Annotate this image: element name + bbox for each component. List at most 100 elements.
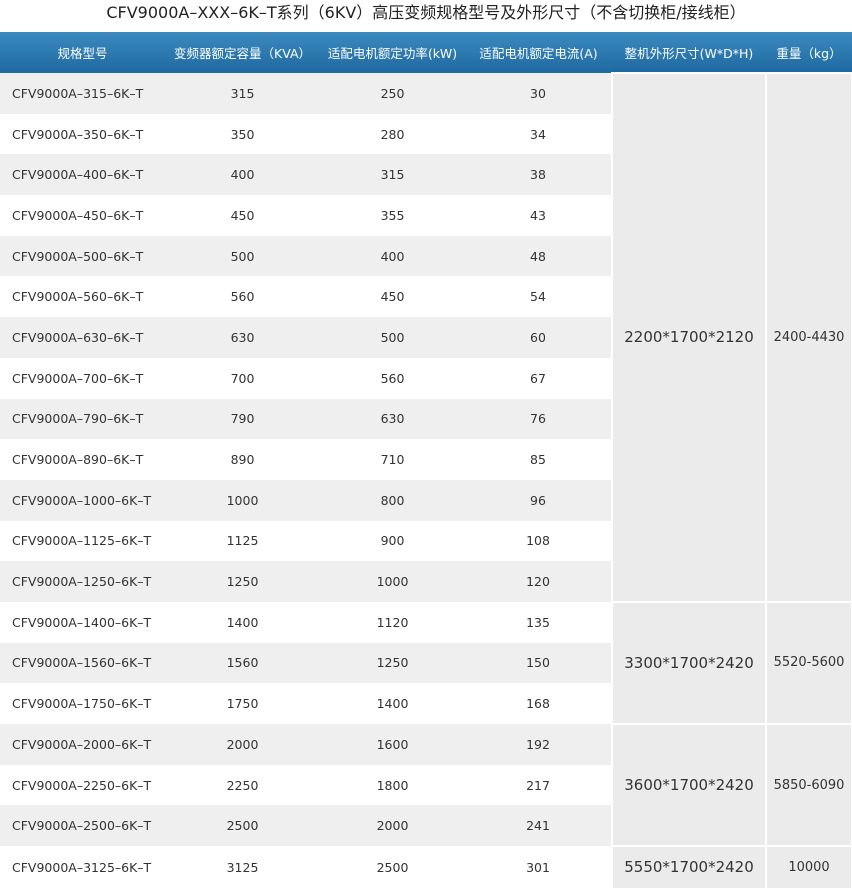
dimension-cell: 5550*1700*2420 <box>611 845 767 890</box>
value-cell: 2250 <box>165 764 320 806</box>
table-row: CFV9000A–315–6K–T 315 250 30 2200*1700*2120 2… <box>0 72 852 603</box>
model-cell: CFV9000A–315–6K–T <box>0 73 165 114</box>
table-row: CFV9000A–3125–6K–T 3125 2500 301 5550*1700*2… <box>0 845 852 890</box>
value-cell: 30 <box>465 73 612 114</box>
table-row: CFV9000A–700–6K–T 700 560 67 <box>0 357 852 399</box>
table-row: CFV9000A–1560–6K–T 1560 1250 150 <box>0 642 852 684</box>
value-cell: 150 <box>465 642 612 684</box>
value-cell: 1000 <box>320 561 465 602</box>
header-cell: 重量（kg） <box>766 32 852 73</box>
model-cell: CFV9000A–1400–6K–T <box>0 601 165 643</box>
value-cell: 450 <box>165 195 320 236</box>
model-cell: CFV9000A–2250–6K–T <box>0 764 165 806</box>
value-cell: 1250 <box>320 642 465 684</box>
value-cell: 280 <box>320 113 465 155</box>
header-cell: 适配电机额定电流(A) <box>465 32 612 73</box>
model-cell: CFV9000A–560–6K–T <box>0 276 165 318</box>
value-cell: 54 <box>465 276 612 318</box>
value-cell: 630 <box>320 398 465 440</box>
header-cell: 适配电机额定功率(kW) <box>320 32 465 73</box>
value-cell: 67 <box>465 357 612 399</box>
value-cell: 1750 <box>165 683 320 724</box>
value-cell: 2500 <box>165 805 320 847</box>
value-cell: 500 <box>165 235 320 277</box>
model-cell: CFV9000A–500–6K–T <box>0 235 165 277</box>
model-cell: CFV9000A–3125–6K–T <box>0 846 165 889</box>
header-cell: 规格型号 <box>0 32 165 73</box>
value-cell: 1400 <box>320 683 465 724</box>
value-cell: 560 <box>165 276 320 318</box>
value-cell: 217 <box>465 764 612 806</box>
table-row: CFV9000A–500–6K–T 500 400 48 <box>0 235 852 277</box>
title: CFV9000A–XXX–6K–T系列（6KV）高压变频规格型号及外形尺寸（不含… <box>106 3 746 22</box>
value-cell: 96 <box>465 479 612 521</box>
table-row: CFV9000A–790–6K–T 790 630 76 <box>0 398 852 440</box>
table-row: CFV9000A–400–6K–T 400 315 38 <box>0 154 852 196</box>
header-cell: 变频器额定容量（KVA） <box>165 32 320 73</box>
value-cell: 76 <box>465 398 612 440</box>
weight-cell: 10000 <box>765 845 852 890</box>
value-cell: 168 <box>465 683 612 724</box>
value-cell: 43 <box>465 195 612 236</box>
value-cell: 315 <box>320 154 465 196</box>
value-cell: 355 <box>320 195 465 236</box>
value-cell: 60 <box>465 317 612 358</box>
weight-cell: 5520-5600 <box>765 600 852 726</box>
spec-table: 规格型号 变频器额定容量（KVA） 适配电机额定功率(kW) 适配电机额定电流(A) 整… <box>0 32 852 890</box>
model-cell: CFV9000A–1125–6K–T <box>0 520 165 562</box>
table-row: CFV9000A–1000–6K–T 1000 800 96 <box>0 479 852 521</box>
value-cell: 301 <box>465 846 612 889</box>
table-row: CFV9000A–2500–6K–T 2500 2000 241 <box>0 805 852 847</box>
value-cell: 192 <box>465 724 612 765</box>
model-cell: CFV9000A–700–6K–T <box>0 357 165 399</box>
value-cell: 1600 <box>320 724 465 765</box>
value-cell: 250 <box>320 73 465 114</box>
table-row: CFV9000A–2250–6K–T 2250 1800 217 <box>0 764 852 806</box>
model-cell: CFV9000A–1000–6K–T <box>0 479 165 521</box>
value-cell: 241 <box>465 805 612 847</box>
value-cell: 700 <box>165 357 320 399</box>
value-cell: 3125 <box>165 846 320 889</box>
model-cell: CFV9000A–400–6K–T <box>0 154 165 196</box>
value-cell: 1560 <box>165 642 320 684</box>
header-cell: 整机外形尺寸(W*D*H) <box>612 32 766 73</box>
dimension-cell: 3300*1700*2420 <box>611 600 767 726</box>
value-cell: 120 <box>465 561 612 602</box>
model-cell: CFV9000A–2000–6K–T <box>0 724 165 765</box>
model-cell: CFV9000A–350–6K–T <box>0 113 165 155</box>
value-cell: 38 <box>465 154 612 196</box>
model-cell: CFV9000A–1750–6K–T <box>0 683 165 724</box>
table-row: CFV9000A–350–6K–T 350 280 34 <box>0 113 852 155</box>
model-cell: CFV9000A–2500–6K–T <box>0 805 165 847</box>
model-cell: CFV9000A–450–6K–T <box>0 195 165 236</box>
value-cell: 108 <box>465 520 612 562</box>
table-row: CFV9000A–560–6K–T 560 450 54 <box>0 276 852 318</box>
table-row: CFV9000A–890–6K–T 890 710 85 <box>0 439 852 480</box>
value-cell: 500 <box>320 317 465 358</box>
value-cell: 48 <box>465 235 612 277</box>
model-cell: CFV9000A–1560–6K–T <box>0 642 165 684</box>
table-row: CFV9000A–1125–6K–T 1125 900 108 <box>0 520 852 562</box>
table-row: CFV9000A–2000–6K–T 2000 1600 192 3600*1700*2… <box>0 722 852 848</box>
value-cell: 710 <box>320 439 465 480</box>
table-row: CFV9000A–1750–6K–T 1750 1400 168 <box>0 683 852 724</box>
value-cell: 135 <box>465 601 612 643</box>
value-cell: 900 <box>320 520 465 562</box>
value-cell: 1120 <box>320 601 465 643</box>
weight-cell: 2400-4430 <box>765 72 852 603</box>
value-cell: 450 <box>320 276 465 318</box>
value-cell: 400 <box>320 235 465 277</box>
value-cell: 1250 <box>165 561 320 602</box>
value-cell: 350 <box>165 113 320 155</box>
value-cell: 1400 <box>165 601 320 643</box>
table-row: CFV9000A–630–6K–T 630 500 60 <box>0 317 852 358</box>
value-cell: 2500 <box>320 846 465 889</box>
model-cell: CFV9000A–890–6K–T <box>0 439 165 480</box>
model-cell: CFV9000A–630–6K–T <box>0 317 165 358</box>
weight-cell: 5850-6090 <box>765 722 852 848</box>
table-row: CFV9000A–1400–6K–T 1400 1120 135 3300*1700*2… <box>0 600 852 726</box>
value-cell: 400 <box>165 154 320 196</box>
value-cell: 790 <box>165 398 320 440</box>
value-cell: 2000 <box>165 724 320 765</box>
